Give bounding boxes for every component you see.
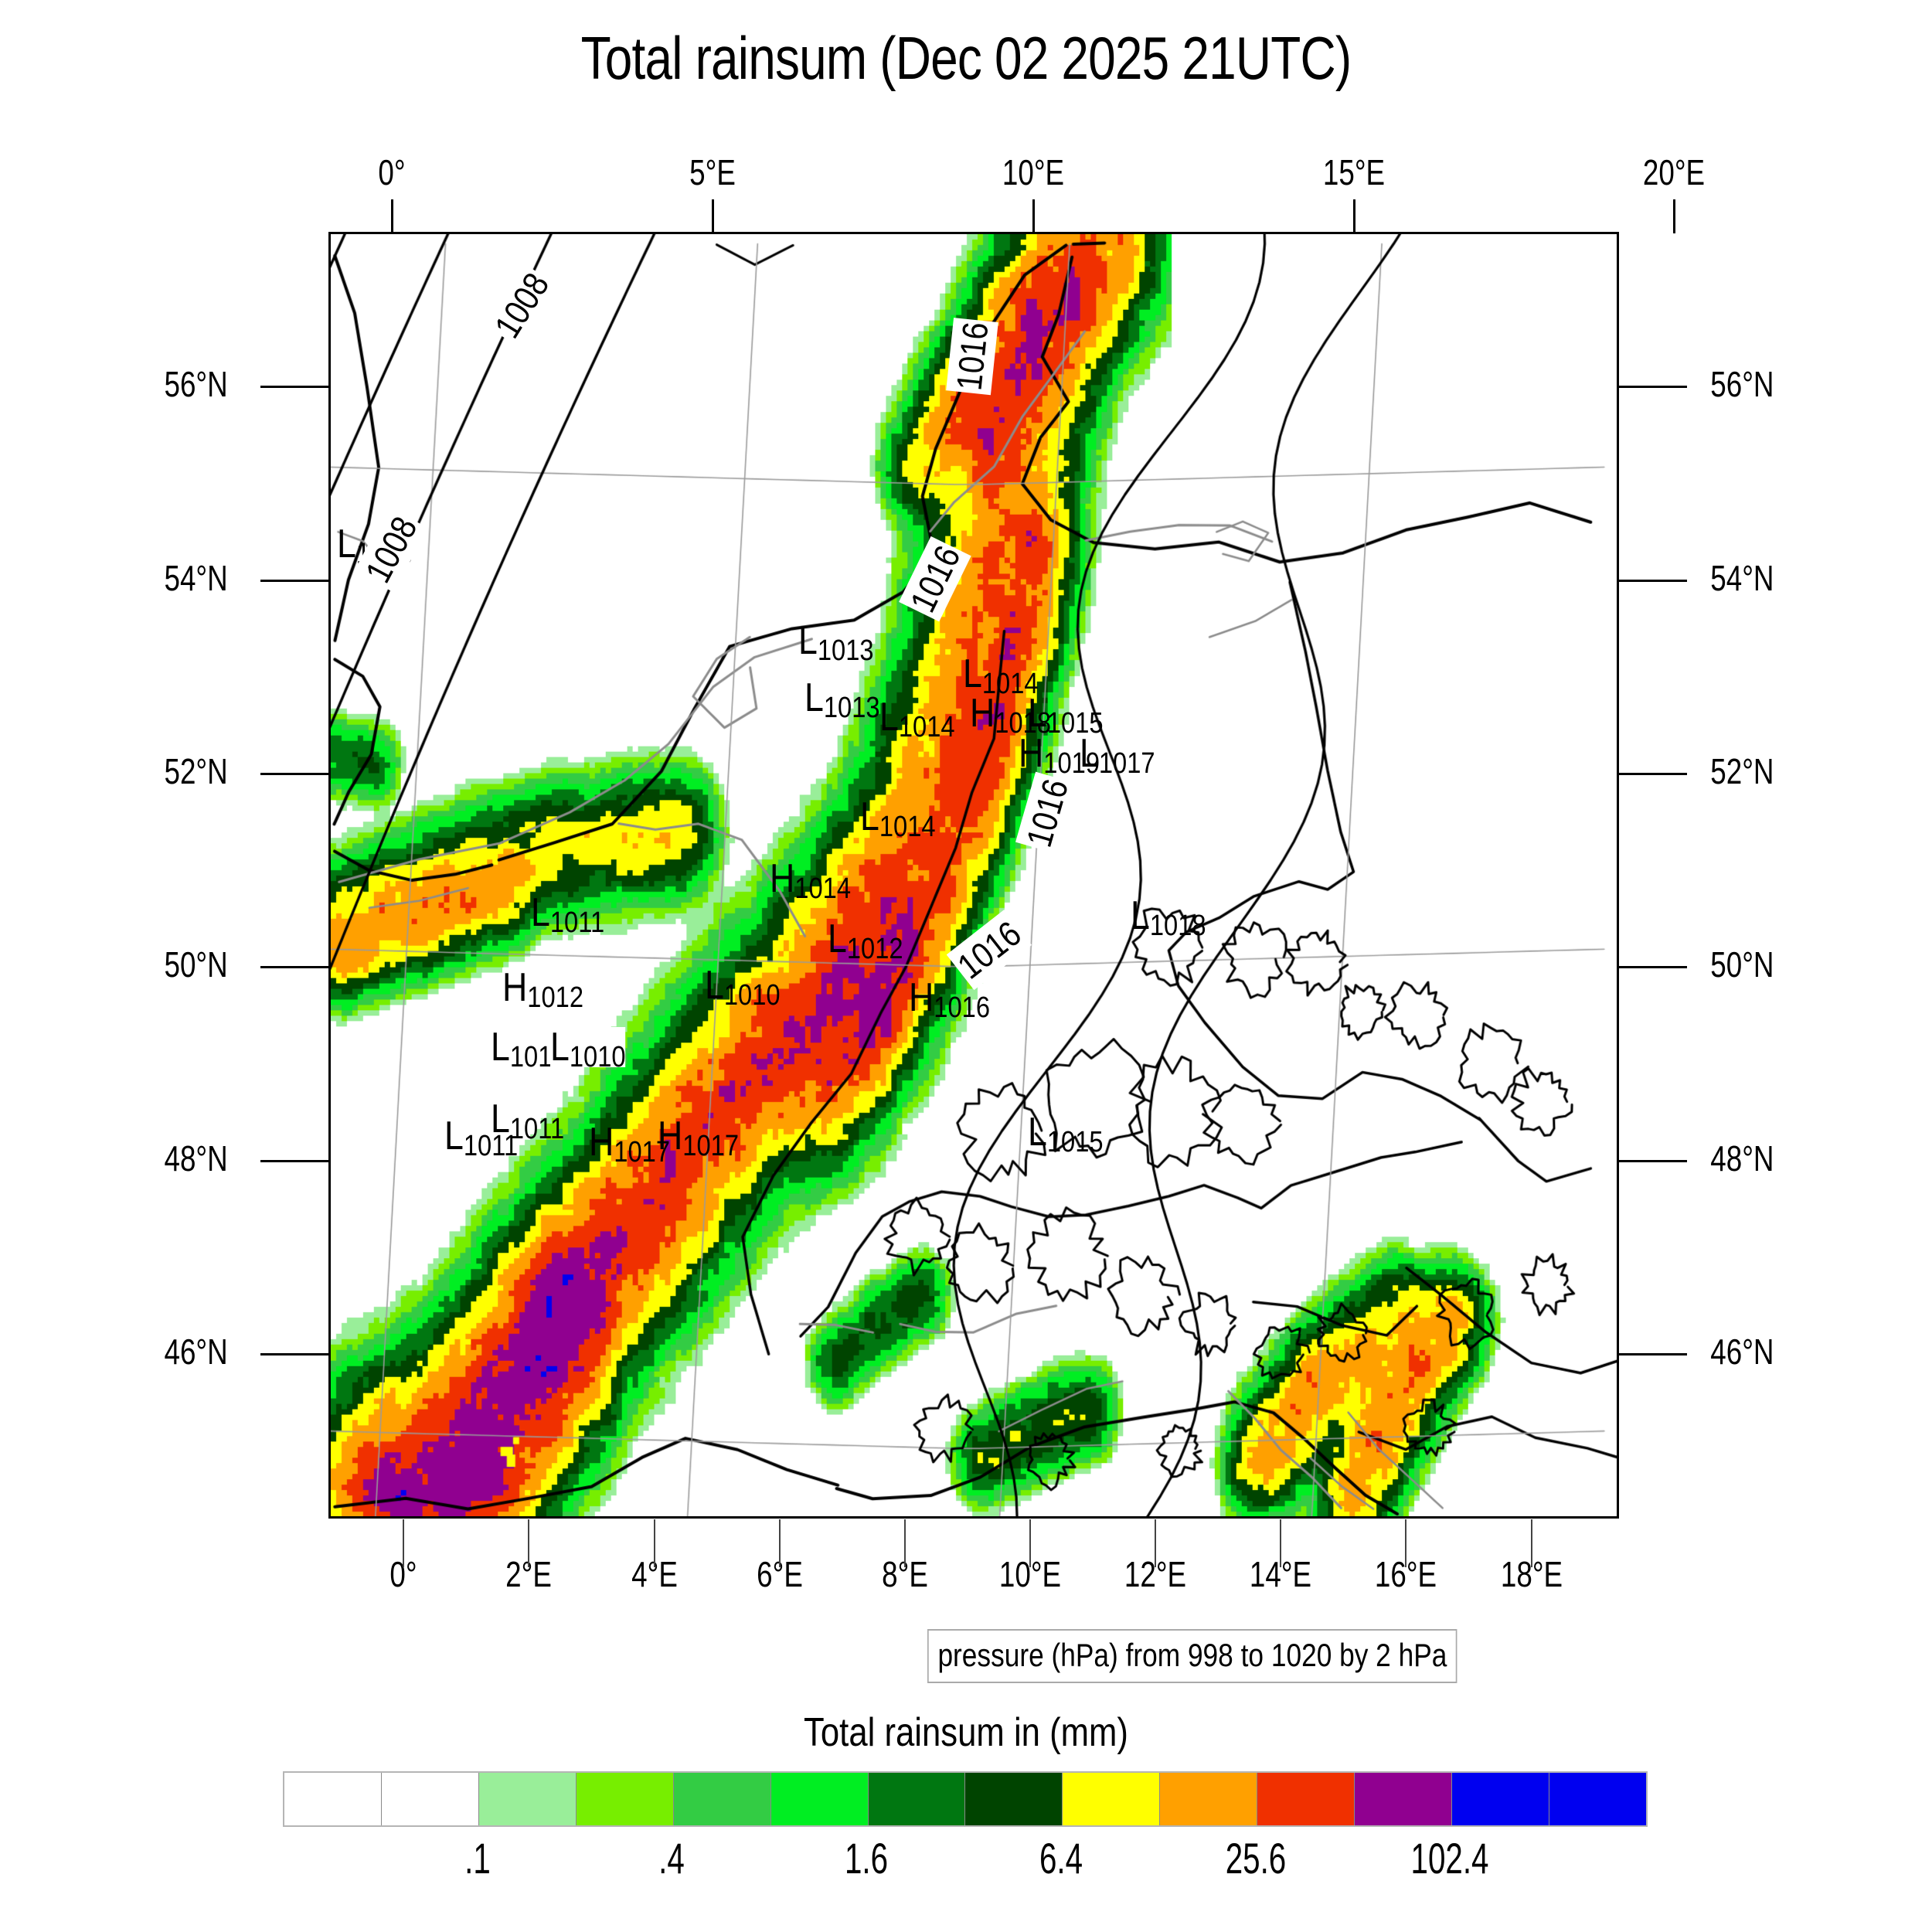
axis-tick — [778, 1519, 781, 1567]
lon-label-top-15°E: 15°E — [1322, 152, 1385, 192]
colorbar-cell-1[interactable] — [381, 1773, 479, 1825]
axis-tick — [1619, 966, 1687, 969]
colorbar-cell-8[interactable] — [1063, 1773, 1161, 1825]
colorbar-cell-5[interactable] — [770, 1773, 869, 1825]
axis-tick — [391, 199, 394, 233]
lat-label-left-52°N: 52°N — [164, 751, 228, 792]
axis-tick — [1029, 1519, 1031, 1567]
pressure-centre-l-1014-4: L1014 — [859, 794, 936, 843]
lat-label-left-46°N: 46°N — [164, 1332, 228, 1372]
pressure-centre-l-1017-9: L1017 — [1079, 731, 1155, 781]
lat-label-right-48°N: 48°N — [1710, 1138, 1774, 1179]
lat-label-left-50°N: 50°N — [164, 944, 228, 985]
axis-tick — [1280, 1519, 1282, 1567]
colorbar-cell-9[interactable] — [1160, 1773, 1258, 1825]
pressure-centre-l-1015-7: L1015 — [1027, 691, 1104, 740]
isobar-label-1016-2: 1016 — [946, 317, 998, 396]
axis-tick — [903, 1519, 906, 1567]
lat-label-left-56°N: 56°N — [164, 364, 228, 405]
pressure-centre-l-1013-1: L1013 — [798, 617, 874, 667]
lat-label-right-50°N: 50°N — [1710, 944, 1774, 985]
axis-tick — [1530, 1519, 1532, 1567]
pressure-centre-h-1019-8: H1019 — [1019, 731, 1100, 781]
pressure-centre-l-1010-13: L1010 — [549, 1024, 626, 1073]
axis-tick — [260, 773, 328, 776]
pressure-centre-l-1014-3: L1014 — [879, 695, 955, 744]
colorbar-tick-labels: .1 .4 1.6 6.4 25.6 102.4 — [283, 1833, 1645, 1895]
axis-tick — [1673, 199, 1676, 233]
axis-tick — [1619, 1159, 1687, 1162]
axis-tick — [1619, 773, 1687, 776]
axis-tick — [1032, 199, 1035, 233]
axis-tick — [260, 1159, 328, 1162]
colorbar-cell-7[interactable] — [965, 1773, 1063, 1825]
axis-tick — [1619, 1353, 1687, 1356]
colorbar-cell-10[interactable] — [1257, 1773, 1355, 1825]
colorbar-label-6.4: 6.4 — [1039, 1834, 1083, 1883]
axis-tick — [1155, 1519, 1157, 1567]
axis-tick — [1405, 1519, 1407, 1567]
pressure-centre-h-1014-14: H1014 — [769, 855, 851, 905]
colorbar-cell-2[interactable] — [478, 1773, 577, 1825]
colorbar-cell-12[interactable] — [1452, 1773, 1549, 1825]
axis-tick — [260, 386, 328, 389]
axis-tick — [1352, 199, 1355, 233]
colorbar-cell-3[interactable] — [576, 1773, 674, 1825]
lat-label-left-48°N: 48°N — [164, 1138, 228, 1179]
colorbar-cell-4[interactable] — [673, 1773, 771, 1825]
map-plot-area[interactable]: L1003L1013L1013L1014L1014L1014H1018L1015… — [328, 232, 1619, 1519]
colorbar-cell-6[interactable] — [868, 1773, 966, 1825]
colorbar-label-1.6: 1.6 — [845, 1834, 889, 1883]
lon-label-top-20°E: 20°E — [1643, 152, 1706, 192]
axis-tick — [260, 966, 328, 969]
pressure-centre-l-1014-5: L1014 — [963, 651, 1039, 700]
pressure-centre-l-1010-16: L1010 — [705, 962, 781, 1012]
colorbar-cell-11[interactable] — [1355, 1773, 1453, 1825]
axis-tick — [711, 199, 714, 233]
pressure-centre-h-1016-17: H1016 — [909, 975, 991, 1025]
lon-label-top-5°E: 5°E — [689, 152, 736, 192]
lat-label-right-56°N: 56°N — [1710, 364, 1774, 405]
pressure-centre-l-1015-23: L1015 — [1027, 1109, 1104, 1158]
lon-label-top-10°E: 10°E — [1002, 152, 1064, 192]
axis-tick — [1619, 579, 1687, 582]
pressure-legend-note: pressure (hPa) from 998 to 1020 by 2 hPa — [927, 1629, 1458, 1683]
pressure-centre-h-1018-6: H1018 — [969, 691, 1051, 740]
axis-tick — [260, 579, 328, 582]
axis-tick — [653, 1519, 655, 1567]
colorbar-label-.1: .1 — [464, 1834, 491, 1883]
pressure-centre-l-1013-2: L1013 — [804, 675, 880, 725]
pressure-centre-l-1018-18: L1018 — [1131, 893, 1206, 942]
pressure-centre-l-1012-15: L1012 — [827, 916, 903, 965]
lat-label-right-52°N: 52°N — [1710, 751, 1774, 792]
axis-tick — [528, 1519, 530, 1567]
lat-label-right-54°N: 54°N — [1710, 557, 1774, 598]
lon-label-top-0°: 0° — [378, 152, 406, 192]
page-title: Total rainsum (Dec 02 2025 21UTC) — [580, 24, 1352, 92]
colorbar-cell-13[interactable] — [1549, 1773, 1646, 1825]
lat-label-right-46°N: 46°N — [1710, 1332, 1774, 1372]
coastline-isobar-canvas — [331, 234, 1617, 1516]
colorbar-label-25.6: 25.6 — [1225, 1834, 1286, 1883]
colorbar-label-102.4: 102.4 — [1410, 1834, 1489, 1883]
colorbar-label-.4: .4 — [658, 1834, 685, 1883]
pressure-centre-h-1012-11: H1012 — [502, 965, 584, 1015]
pressure-centre-l-1011-20: L1011 — [444, 1113, 519, 1162]
colorbar-title: Total rainsum in (mm) — [804, 1710, 1128, 1755]
pressure-centre-h-1017-21: H1017 — [589, 1119, 671, 1168]
colorbar[interactable] — [283, 1771, 1648, 1827]
pressure-centre-l-1011-10: L1011 — [530, 890, 604, 940]
colorbar-cell-0[interactable] — [284, 1773, 382, 1825]
axis-tick — [260, 1353, 328, 1356]
lat-label-left-54°N: 54°N — [164, 557, 228, 598]
pressure-centre-h-1017-22: H1017 — [657, 1113, 739, 1162]
axis-tick — [403, 1519, 405, 1567]
pressure-centre-l-1011-19: L1011 — [491, 1096, 565, 1145]
axis-tick — [1619, 386, 1687, 389]
